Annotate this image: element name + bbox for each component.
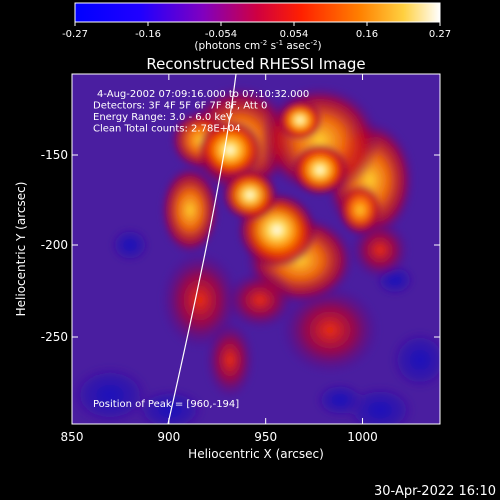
y-axis: -150 -200 -250 bbox=[41, 148, 440, 344]
x-tick-label: 950 bbox=[254, 430, 277, 444]
heat-blob bbox=[160, 165, 220, 255]
peak-position-label: Position of Peak = [960,-194] bbox=[93, 399, 239, 410]
heat-blob bbox=[315, 382, 365, 418]
heat-blob bbox=[278, 100, 322, 140]
heat-blob bbox=[205, 320, 255, 400]
annotation-line: Detectors: 3F 4F 5F 6F 7F 8F, Att 0 bbox=[93, 101, 267, 112]
heat-blob bbox=[225, 270, 295, 330]
solar-limb-curve bbox=[167, 74, 237, 424]
annotation-line: Energy Range: 3.0 - 6.0 keV bbox=[93, 112, 233, 123]
plot-frame bbox=[71, 73, 441, 425]
heat-blob bbox=[222, 169, 278, 221]
y-tick-label: -150 bbox=[41, 148, 68, 162]
colorbar-tick-label: 0.27 bbox=[429, 29, 451, 40]
colorbar-tick-label: -0.16 bbox=[135, 29, 161, 40]
heat-blob bbox=[338, 184, 382, 236]
heat-blob bbox=[292, 144, 348, 196]
annotation-line: 4-Aug-2002 07:09:16.000 to 07:10:32.000 bbox=[97, 89, 309, 100]
footer-date: 30-Apr-2022 16:10 bbox=[374, 484, 496, 499]
colorbar-tick-label: -0.054 bbox=[205, 29, 237, 40]
chart-title: Reconstructed RHESSI Image bbox=[146, 55, 365, 73]
x-tick-label: 1000 bbox=[347, 430, 378, 444]
colorbar-tick-label: 0.054 bbox=[280, 29, 309, 40]
x-axis-label: Heliocentric X (arcsec) bbox=[188, 447, 324, 461]
heat-blob bbox=[72, 365, 150, 424]
colorbar-units: (photons cm-2 s-1 asec-2) bbox=[194, 39, 321, 52]
colorbar: -0.27 -0.16 -0.054 0.054 0.16 0.27 (photons c… bbox=[62, 2, 451, 52]
annotation-line: Clean Total counts: 2.78E+04 bbox=[93, 124, 241, 135]
y-tick-label: -200 bbox=[41, 238, 68, 252]
colorbar-ticks: -0.27 -0.16 -0.054 0.054 0.16 0.27 bbox=[62, 22, 451, 40]
heatmap-image bbox=[72, 74, 440, 424]
x-tick-label: 850 bbox=[61, 430, 84, 444]
heat-blob bbox=[390, 330, 440, 390]
y-axis-label: Heliocentric Y (arcsec) bbox=[14, 182, 28, 317]
heat-blob bbox=[135, 388, 205, 424]
annotation-block: 4-Aug-2002 07:09:16.000 to 07:10:32.000D… bbox=[93, 89, 309, 135]
x-axis: 850 900 950 1000 bbox=[61, 74, 378, 444]
heat-blob bbox=[198, 120, 262, 180]
x-tick-label: 900 bbox=[157, 430, 180, 444]
colorbar-gradient bbox=[74, 2, 441, 23]
y-tick-label: -250 bbox=[41, 330, 68, 344]
colorbar-tick-label: 0.16 bbox=[356, 29, 378, 40]
heat-blob bbox=[110, 227, 150, 263]
heat-blob bbox=[280, 285, 380, 375]
colorbar-tick-label: -0.27 bbox=[62, 29, 88, 40]
